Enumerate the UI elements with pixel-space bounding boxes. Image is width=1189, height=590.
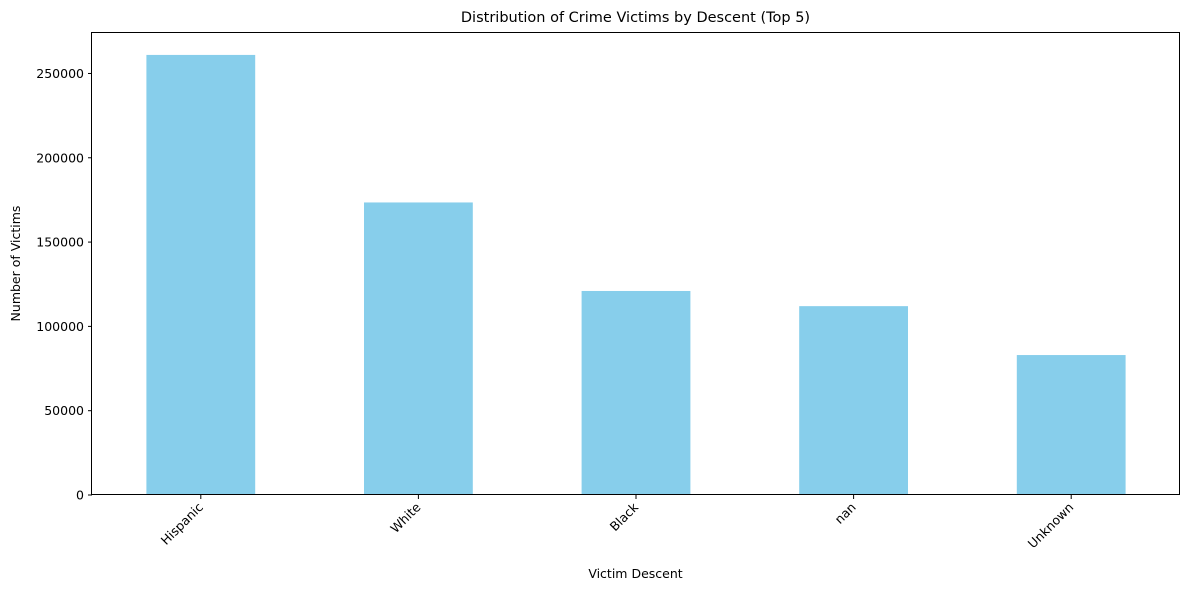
y-tick-label: 200000 — [36, 150, 84, 165]
bar-hispanic — [146, 54, 256, 496]
y-axis-label: Number of Victims — [8, 206, 23, 322]
x-axis-label: Victim Descent — [588, 566, 682, 581]
y-tick-label: 250000 — [36, 66, 84, 81]
bar-group — [146, 54, 1126, 496]
plot-frame — [91, 32, 1180, 495]
bar-black — [581, 290, 691, 495]
y-tick-label: 150000 — [36, 235, 84, 250]
y-tick-label: 100000 — [36, 319, 84, 334]
y-tick-label: 50000 — [44, 403, 84, 418]
y-tick-label: 0 — [76, 488, 84, 503]
bar-unknown — [1016, 355, 1126, 495]
bar-nan — [799, 306, 908, 495]
bar-white — [364, 202, 473, 495]
chart-title: Distribution of Crime Victims by Descent… — [461, 10, 810, 26]
